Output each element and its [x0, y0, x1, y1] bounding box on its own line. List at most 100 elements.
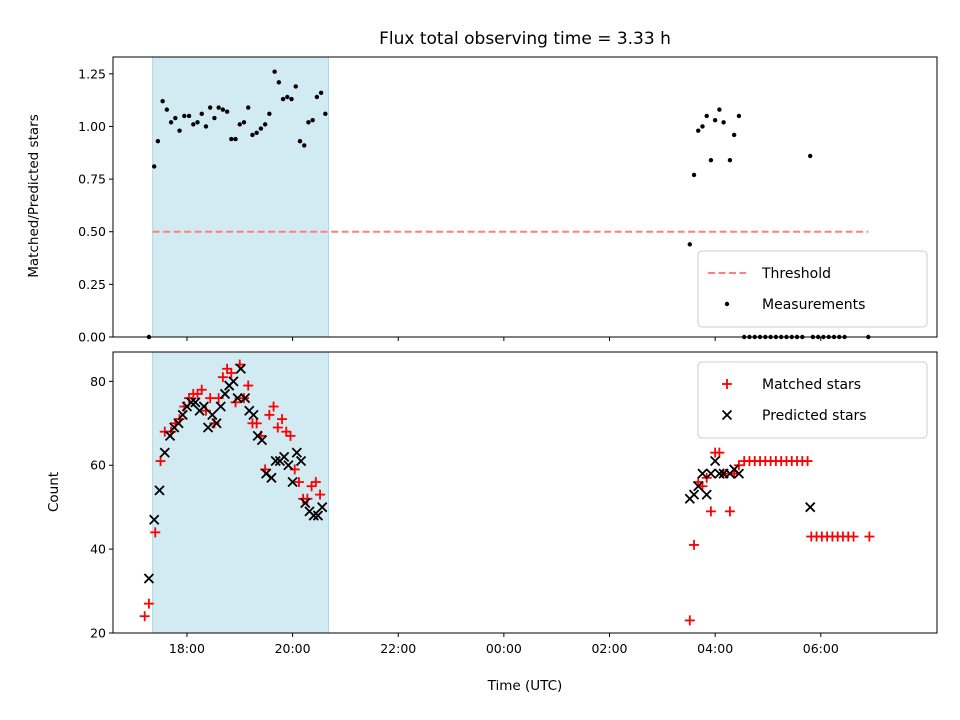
top-point-1-12	[195, 120, 200, 125]
top-point-1-23	[241, 120, 247, 125]
bottom-point-1-49	[714, 447, 725, 458]
top-point-1-36	[297, 139, 303, 144]
top-point-1-25	[250, 132, 255, 138]
top-point-1-29	[267, 111, 272, 117]
top-point-1-54	[736, 113, 742, 119]
top-point-1-50	[717, 107, 722, 112]
top-point-1-27	[258, 126, 264, 131]
top-point-1-51	[721, 120, 726, 125]
top-point-1-11	[191, 122, 196, 127]
bottom-y-tick-label: 20	[90, 626, 106, 641]
bottom-point-2-43	[688, 489, 700, 500]
bottom-point-2-2	[149, 514, 160, 525]
bottom-point-2-40	[312, 510, 324, 521]
top-point-1-24	[246, 105, 251, 110]
top-point-1-55	[808, 153, 813, 159]
bottom-legend-box	[697, 361, 928, 439]
top-point-1-33	[285, 94, 290, 100]
bottom-y-tick-label: 40	[90, 542, 106, 557]
x-tick-label: 02:00	[591, 641, 627, 656]
bottom-point-1-20	[226, 367, 237, 378]
top-point-1-9	[182, 113, 187, 119]
bottom-y-tick-label: 60	[90, 458, 106, 473]
legend-label: Matched stars	[762, 377, 861, 393]
bottom-point-2-48	[710, 455, 721, 467]
top-point-1-32	[280, 96, 286, 102]
bottom-point-2-47	[705, 468, 717, 479]
top-point-1-19	[224, 109, 230, 114]
top-point-1-31	[276, 80, 282, 85]
bottom-point-1-29	[264, 409, 275, 420]
bottom-point-2-34	[287, 476, 298, 488]
bottom-y-tick-label: 80	[90, 374, 106, 389]
top-y-tick-label: 0.50	[78, 224, 106, 239]
bottom-point-2-46	[701, 489, 712, 500]
bottom-point-1-41	[315, 489, 326, 500]
legend-label: Measurements	[762, 297, 865, 313]
bottom-point-2-7	[173, 418, 184, 429]
legend-plus-swatch	[722, 379, 732, 389]
bottom-point-1-18	[217, 372, 228, 383]
bottom-point-2-32	[279, 451, 290, 462]
bottom-point-2-15	[207, 409, 218, 421]
bottom-point-2-39	[308, 510, 319, 521]
legend-label: Predicted stars	[762, 408, 867, 424]
bottom-point-1-43	[689, 539, 700, 550]
top-point-1-10	[186, 113, 192, 119]
top-point-1-37	[302, 143, 307, 148]
bottom-series-2	[143, 363, 816, 584]
top-point-1-28	[262, 122, 268, 127]
bottom-point-1-15	[205, 393, 216, 404]
x-tick-label: 06:00	[803, 641, 839, 656]
bottom-y-axis-label: Count	[46, 472, 62, 512]
bottom-point-2-23	[239, 392, 251, 404]
bottom-point-2-25	[248, 409, 259, 421]
top-point-1-52	[727, 157, 733, 163]
legend-label: Threshold	[761, 266, 831, 282]
top-point-1-22	[237, 122, 242, 127]
bottom-point-2-33	[283, 460, 294, 471]
bottom-point-2-11	[190, 397, 201, 408]
bottom-point-1-47	[705, 506, 716, 517]
top-point-1-41	[318, 90, 324, 95]
bottom-point-2-5	[164, 430, 176, 442]
bottom-point-1-24	[243, 380, 254, 391]
top-point-1-3	[155, 139, 161, 144]
legend-dot-swatch	[724, 301, 730, 307]
bottom-point-2-41	[317, 502, 328, 513]
top-legend-box	[697, 250, 928, 328]
bottom-point-2-53	[733, 468, 745, 479]
top-point-1-47	[704, 113, 709, 119]
top-point-1-49	[712, 117, 718, 123]
bottom-point-2-35	[291, 447, 302, 458]
top-point-1-26	[254, 130, 259, 135]
x-tick-label: 18:00	[169, 641, 205, 656]
top-y-tick-label: 1.25	[78, 66, 106, 81]
top-point-1-13	[199, 111, 204, 117]
bottom-point-1-75	[848, 531, 859, 542]
bottom-point-1-42	[684, 615, 695, 626]
top-y-tick-label: 0.00	[78, 330, 106, 345]
bottom-point-1-13	[196, 384, 207, 395]
bottom-point-2-21	[232, 392, 243, 404]
bottom-point-1-26	[251, 418, 262, 429]
bottom-point-1-30	[268, 401, 279, 412]
bottom-point-1-76	[864, 531, 875, 542]
top-point-1-42	[323, 111, 328, 117]
top-point-1-48	[708, 157, 714, 163]
bottom-point-1-1	[139, 611, 150, 622]
top-point-1-5	[164, 107, 170, 112]
bottom-point-2-8	[177, 409, 188, 421]
top-y-tick-label: 0.25	[78, 277, 106, 292]
bottom-point-1-36	[293, 477, 304, 488]
bottom-point-2-45	[697, 468, 708, 479]
top-point-1-21	[233, 136, 238, 142]
top-point-1-17	[216, 105, 221, 110]
bottom-point-2-3	[154, 485, 165, 496]
bottom-point-1-3	[150, 527, 161, 538]
bottom-point-1-31	[272, 422, 283, 433]
top-panel-ratio-plot: 0.00 0.25 0.50 0.75 1.00 1.25 Threshold Measure…	[78, 56, 938, 345]
top-plot-frame	[112, 56, 938, 338]
top-point-1-6	[168, 120, 174, 125]
